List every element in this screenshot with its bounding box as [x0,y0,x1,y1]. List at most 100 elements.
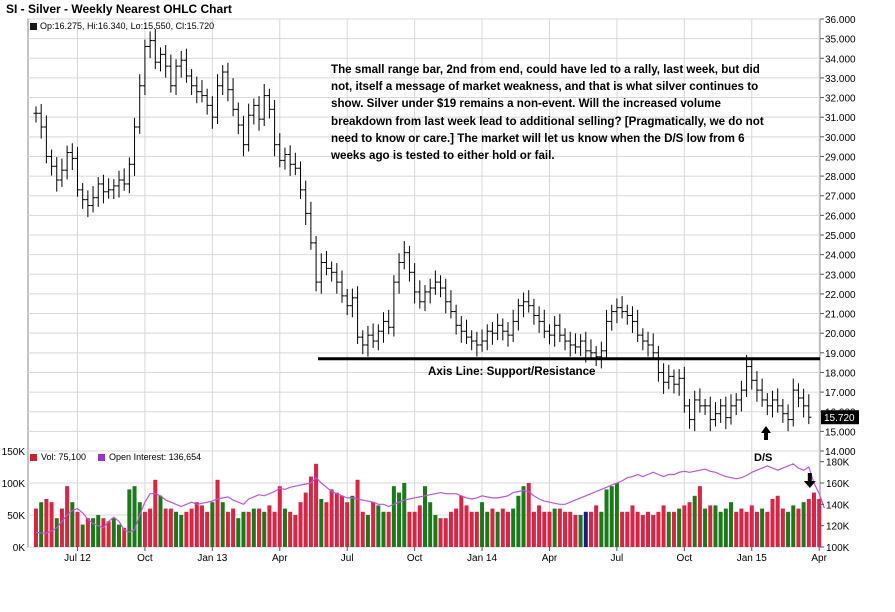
ohlc-bar [152,29,158,70]
x-tick-label: Jan 14 [467,553,497,564]
ohlc-bar [438,275,444,298]
volume-bar [241,511,246,547]
ohlc-bar [308,201,314,250]
ohlc-bar [106,178,112,199]
ohlc-bar [443,278,449,314]
ohlc-bar [43,115,49,164]
volume-bar [319,499,324,547]
volume-bar [563,511,568,547]
ohlc-bar [33,106,39,123]
ohlc-bar [650,333,656,360]
volume-bar [298,502,303,547]
commentary-annotation: The small range bar, 2nd from end, could… [331,63,764,163]
volume-bar [39,502,44,547]
volume-bar [334,492,339,547]
ohlc-bar [692,390,698,432]
volume-bar [433,515,438,547]
volume-bar [236,518,241,547]
volume-bar [49,502,54,547]
ohlc-bar [510,309,516,343]
ohlc-bar [49,149,55,176]
ohlc-bar [780,398,786,423]
volume-bar [220,502,225,547]
ohlc-bar [355,286,361,344]
open-interest-line [35,463,825,534]
volume-tick-label: 150K [2,447,26,458]
volume-bar [687,502,692,547]
volume-bar [267,505,272,547]
volume-bar [350,495,355,547]
x-tick-label: Jan 13 [197,553,227,564]
ohlc-bar [655,345,661,382]
ohlc-bar [552,316,558,347]
volume-bar [329,489,334,547]
ohlc-bar [754,371,760,402]
volume-bar [640,515,645,547]
ohlc-bar [318,253,324,294]
ohlc-bar [671,369,677,394]
open-interest-tick-label: 180K [826,458,850,469]
ohlc-bar [69,143,75,171]
volume-bar [179,515,184,547]
ohlc-bar [604,309,610,358]
volume-bar [656,511,661,547]
ohlc-bar [230,78,236,117]
volume-bar [381,511,386,547]
ohlc-bar [215,74,221,125]
volume-bar [713,505,718,547]
volume-bar [371,502,376,547]
open-interest-legend-swatch [98,453,106,461]
ohlc-bar [168,54,174,93]
ohlc-bar [272,100,278,157]
ohlc-bar [292,152,298,176]
ohlc-bar [795,383,801,408]
ohlc-bar [515,298,521,331]
volume-bar [557,508,562,547]
volume-bar [505,511,510,547]
volume-bar [184,511,189,547]
ohlc-bar [298,161,304,200]
ohlc-bar [526,290,532,313]
volume-bar [765,511,770,547]
ohlc-bar [251,98,257,125]
ohlc-bar [593,345,599,366]
volume-bar [277,486,282,547]
price-tick-label: 19.000 [825,349,856,360]
volume-bar [355,479,360,547]
volume-bar [132,486,137,547]
price-tick-label: 28.000 [825,172,856,183]
ohlc-bar [479,329,485,352]
ohlc-legend: Op:16.275, Hi:16.340, Lo:15.550, Cl:15.7… [30,21,214,31]
volume-bar [417,505,422,547]
ohlc-bar [90,186,96,213]
volume-bar [412,511,417,547]
price-ohlc-bars [33,29,812,432]
ohlc-bar [697,388,703,413]
volume-bar [677,508,682,547]
volume-bar [531,511,536,547]
ohlc-bar [111,179,117,200]
price-tick-label: 35.000 [825,35,856,46]
volume-bar [495,511,500,547]
ohlc-bar [562,328,568,351]
volume-bar [718,511,723,547]
ohlc-bar [738,380,744,412]
ohlc-bar [728,394,734,425]
x-tick-label: Oct [677,553,693,564]
price-tick-label: 20.000 [825,329,856,340]
volume-bar [142,511,147,547]
ohlc-bar [381,312,387,343]
ohlc-bar [121,168,127,191]
ohlc-bar [744,354,750,397]
ohlc-bar [495,313,501,341]
volume-bar [407,511,412,547]
open-interest-tick-label: 120K [826,522,850,533]
annotations-overlay: 15.720 [318,357,859,488]
ohlc-bar [598,341,604,369]
ohlc-bar [572,333,578,354]
ohlc-bar [38,104,44,139]
x-tick-label: Apr [272,553,288,564]
price-tick-label: 17.000 [825,388,856,399]
ohlc-bar [619,296,625,319]
ohlc-bar [173,59,179,95]
